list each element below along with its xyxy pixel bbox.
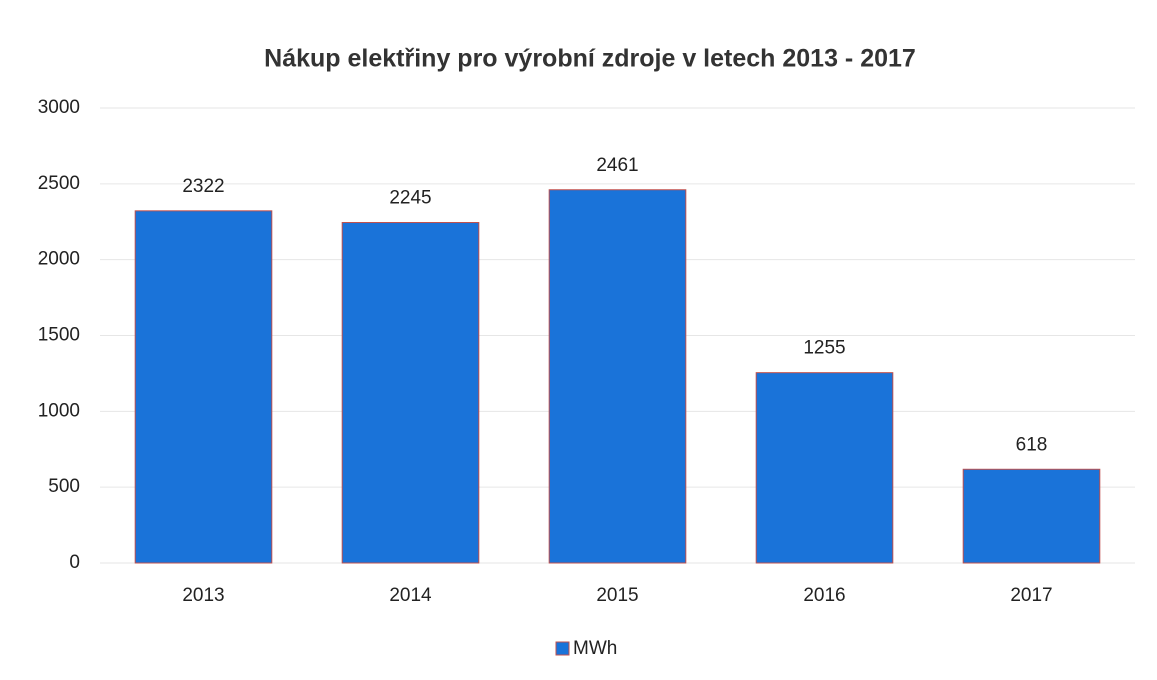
bar bbox=[548, 189, 687, 564]
x-tick-label: 2016 bbox=[803, 585, 845, 606]
y-tick-label: 500 bbox=[48, 476, 80, 497]
bar bbox=[341, 222, 480, 564]
data-label: 618 bbox=[1016, 434, 1048, 455]
y-tick-label: 2000 bbox=[38, 249, 80, 270]
bar bbox=[134, 210, 273, 564]
x-tick-label: 2017 bbox=[1010, 585, 1052, 606]
data-label: 2461 bbox=[596, 155, 638, 176]
y-tick-label: 0 bbox=[69, 552, 80, 573]
legend-swatch bbox=[555, 641, 570, 656]
y-tick-label: 1500 bbox=[38, 325, 80, 346]
data-label: 1255 bbox=[803, 338, 845, 359]
y-tick-label: 1000 bbox=[38, 400, 80, 421]
bar bbox=[755, 372, 894, 564]
data-label: 2322 bbox=[182, 176, 224, 197]
chart-title: Nákup elektřiny pro výrobní zdroje v let… bbox=[264, 45, 916, 73]
x-tick-label: 2014 bbox=[389, 585, 432, 606]
x-tick-label: 2013 bbox=[182, 585, 224, 606]
data-label: 2245 bbox=[389, 188, 431, 209]
y-tick-label: 3000 bbox=[38, 97, 80, 118]
bar bbox=[962, 468, 1101, 564]
y-tick-label: 2500 bbox=[38, 173, 80, 194]
x-tick-label: 2015 bbox=[596, 585, 638, 606]
legend-label: MWh bbox=[573, 638, 617, 659]
